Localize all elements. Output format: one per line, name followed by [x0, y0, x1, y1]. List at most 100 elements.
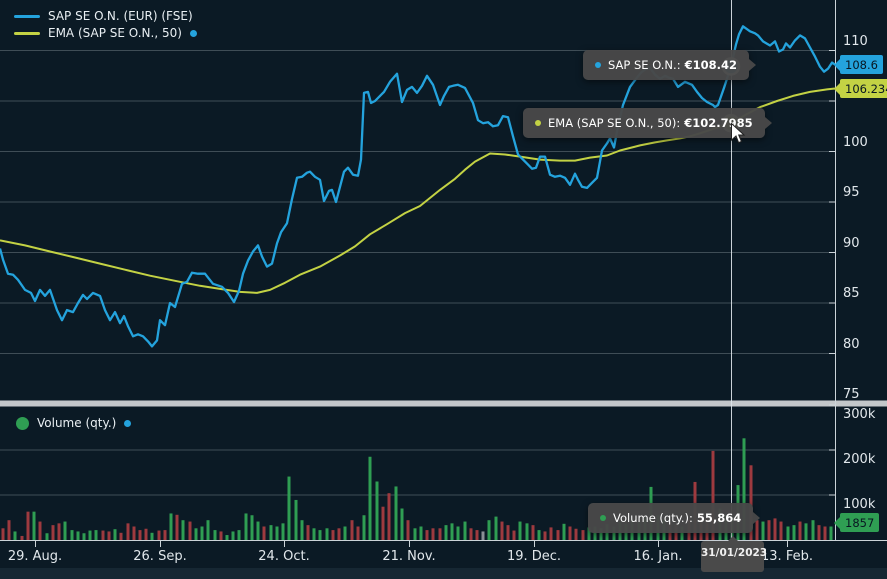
tooltip-volume-value: 55,864 — [696, 511, 742, 525]
volume-bar — [362, 515, 366, 540]
volume-bar — [804, 523, 808, 540]
volume-axis-label: 200k — [843, 452, 876, 467]
price-axis-label: 85 — [843, 286, 860, 301]
volume-bar — [244, 513, 248, 540]
volume-bar — [51, 525, 55, 540]
volume-bar — [537, 530, 541, 540]
volume-bar — [431, 528, 435, 540]
volume-bar — [325, 528, 329, 540]
volume-bar — [394, 486, 398, 540]
price-axis-label: 75 — [843, 387, 860, 402]
volume-bar — [487, 520, 491, 540]
volume-bar — [312, 528, 316, 540]
volume-bar — [57, 523, 61, 540]
volume-bar — [150, 532, 154, 540]
volume-bar — [792, 525, 796, 540]
volume-bar — [194, 528, 198, 540]
volume-bar — [811, 520, 815, 540]
volume-bar — [275, 526, 279, 540]
volume-bar — [444, 525, 448, 540]
volume-bar — [213, 530, 217, 540]
volume-swatch-icon — [16, 416, 29, 430]
volume-bar — [356, 526, 360, 540]
crosshair-date-value: 31/01/2023 — [701, 547, 768, 559]
volume-bar — [119, 532, 123, 540]
volume-bar — [469, 528, 473, 540]
volume-bar — [381, 506, 385, 540]
volume-bar — [562, 523, 566, 540]
tooltip-sap-bullet-icon — [595, 62, 601, 68]
volume-bar — [45, 533, 49, 540]
price-axis-label: 110 — [843, 33, 868, 49]
price-axis-label: 95 — [843, 185, 860, 200]
volume-bar — [343, 526, 347, 540]
volume-bar — [612, 526, 616, 540]
volume-bar — [767, 520, 771, 540]
volume-bar — [518, 521, 522, 540]
tooltip-ema: EMA (SAP SE O.N., 50): €102.7985 — [523, 108, 772, 138]
volume-bar — [200, 526, 204, 540]
volume-bar — [107, 531, 111, 540]
volume-bar — [144, 528, 148, 540]
volume-bar — [101, 530, 105, 540]
volume-axis-label: 300k — [843, 407, 876, 422]
tooltip-sap: SAP SE O.N.: €108.42 — [583, 50, 756, 80]
volume-bar — [132, 526, 136, 540]
price-axis-label: 100 — [843, 134, 868, 150]
legend-item-volume[interactable]: Volume (qty.) — [16, 416, 132, 430]
ema-indicator-dot-icon[interactable] — [189, 29, 197, 37]
volume-bar — [711, 450, 715, 540]
tooltip-volume: Volume (qty.): 55,864 — [588, 503, 761, 533]
volume-bar — [300, 520, 304, 540]
volume-bar — [500, 521, 504, 540]
volume-bar — [318, 530, 322, 540]
volume-bar — [70, 530, 74, 540]
volume-bar — [456, 526, 460, 540]
volume-bar — [88, 530, 92, 540]
tooltip-volume-label: Volume (qty.): — [613, 511, 693, 525]
volume-bar — [549, 527, 553, 540]
volume-bar — [262, 526, 266, 540]
price-line-series — [0, 25, 836, 348]
volume-bar — [543, 531, 547, 540]
volume-bar — [680, 526, 684, 540]
volume-bar — [256, 521, 260, 540]
volume-bar — [126, 523, 130, 540]
volume-bar — [169, 513, 173, 540]
last-price-badge: 108.6 — [834, 55, 883, 74]
volume-indicator-dot-icon[interactable] — [124, 419, 132, 427]
volume-bar — [450, 523, 454, 540]
volume-bar — [76, 531, 80, 540]
volume-bar — [237, 530, 241, 540]
x-axis-label: 21. Nov. — [382, 549, 436, 564]
last-volume-badge: 1857 — [833, 513, 880, 532]
volume-bar — [175, 514, 179, 540]
volume-bar — [281, 523, 285, 540]
volume-bar — [400, 508, 404, 540]
volume-bar — [755, 520, 759, 540]
volume-bar — [413, 528, 417, 540]
legend-sap-label: SAP SE O.N. (EUR) (FSE) — [48, 9, 193, 23]
volume-bar — [331, 530, 335, 540]
volume-bar — [419, 526, 423, 540]
x-axis-label: 24. Oct. — [258, 549, 310, 564]
volume-bar — [742, 438, 746, 540]
tooltip-ema-bullet-icon — [535, 120, 541, 126]
volume-bar — [250, 515, 254, 540]
volume-bar — [225, 535, 229, 540]
volume-bar — [1, 528, 5, 540]
volume-bar — [219, 531, 223, 540]
volume-bar — [761, 521, 765, 540]
volume-bar — [512, 530, 516, 540]
legend-item-ema[interactable]: EMA (SAP SE O.N., 50) — [14, 26, 197, 40]
last-ema-badge: 106.2346 — [834, 79, 887, 98]
tooltip-volume-bullet-icon — [600, 515, 606, 521]
volume-bar — [525, 523, 529, 540]
volume-bar — [163, 530, 167, 540]
volume-bar — [779, 521, 783, 540]
tooltip-sap-value: €108.42 — [684, 58, 737, 72]
volume-bar — [506, 525, 510, 540]
volume-bar — [481, 531, 485, 540]
legend-item-sap[interactable]: SAP SE O.N. (EUR) (FSE) — [14, 9, 193, 23]
